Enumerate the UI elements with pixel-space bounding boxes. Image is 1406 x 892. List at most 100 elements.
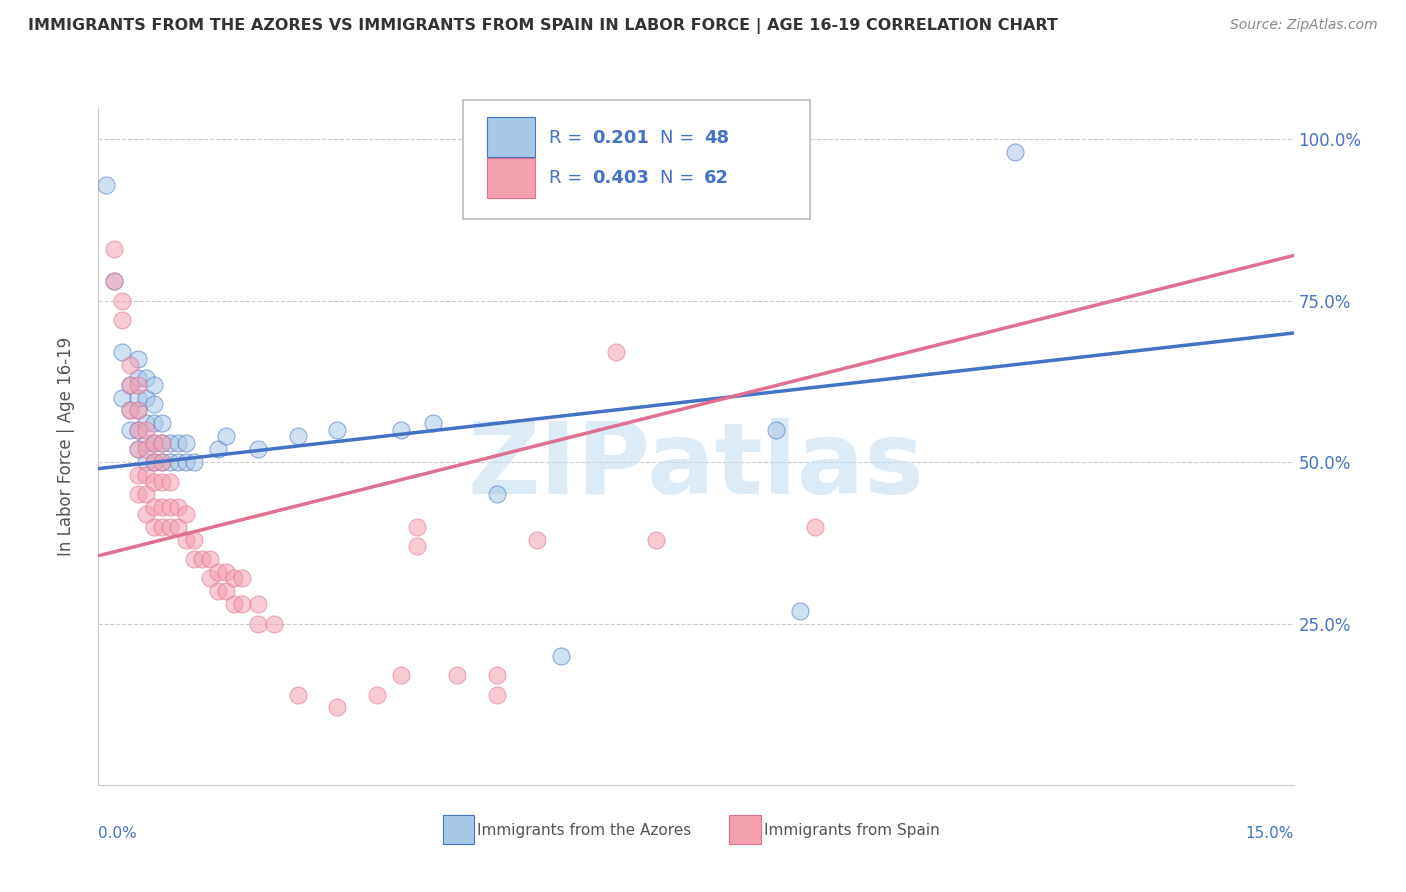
Point — [150, 455, 173, 469]
Text: N =: N = — [661, 128, 700, 146]
Point — [111, 313, 134, 327]
Point — [111, 391, 134, 405]
Point — [389, 423, 412, 437]
Point — [174, 455, 197, 469]
Point — [120, 403, 142, 417]
Point — [127, 403, 149, 417]
Point — [120, 359, 142, 373]
Point — [222, 597, 245, 611]
Point — [191, 552, 214, 566]
Point — [174, 435, 197, 450]
FancyBboxPatch shape — [463, 100, 810, 219]
Point — [111, 293, 134, 308]
Point — [120, 423, 142, 437]
Point — [198, 552, 221, 566]
Point — [422, 417, 444, 431]
Point — [143, 377, 166, 392]
Point — [167, 500, 190, 515]
Point — [143, 435, 166, 450]
Y-axis label: In Labor Force | Age 16-19: In Labor Force | Age 16-19 — [56, 336, 75, 556]
FancyBboxPatch shape — [730, 815, 761, 844]
Text: N =: N = — [661, 169, 700, 187]
Point — [526, 533, 548, 547]
Point — [127, 442, 149, 457]
Point — [183, 455, 205, 469]
FancyBboxPatch shape — [443, 815, 474, 844]
Point — [135, 442, 157, 457]
FancyBboxPatch shape — [486, 117, 534, 157]
Point — [605, 345, 627, 359]
Point — [174, 533, 197, 547]
Point — [215, 584, 238, 599]
Point — [167, 435, 190, 450]
Point — [159, 455, 181, 469]
Point — [135, 468, 157, 483]
Text: Immigrants from the Azores: Immigrants from the Azores — [477, 823, 692, 838]
Point — [143, 417, 166, 431]
Point — [789, 604, 811, 618]
Point — [366, 688, 388, 702]
Point — [246, 442, 269, 457]
Point — [135, 487, 157, 501]
Point — [765, 423, 787, 437]
Point — [287, 429, 309, 443]
Point — [222, 571, 245, 585]
Point — [143, 455, 166, 469]
Point — [485, 668, 508, 682]
Point — [645, 533, 668, 547]
Point — [1004, 145, 1026, 160]
Point — [96, 178, 118, 192]
Text: 0.201: 0.201 — [592, 128, 650, 146]
Point — [207, 565, 229, 579]
Point — [406, 539, 429, 553]
Point — [198, 571, 221, 585]
Point — [143, 397, 166, 411]
Text: 48: 48 — [704, 128, 730, 146]
Point — [143, 455, 166, 469]
Point — [135, 417, 157, 431]
Point — [127, 403, 149, 417]
Point — [127, 391, 149, 405]
Point — [174, 507, 197, 521]
Point — [127, 377, 149, 392]
Point — [150, 435, 173, 450]
Point — [263, 616, 285, 631]
Text: Immigrants from Spain: Immigrants from Spain — [763, 823, 939, 838]
Point — [120, 377, 142, 392]
Point — [159, 519, 181, 533]
Point — [326, 423, 349, 437]
Point — [167, 455, 190, 469]
Point — [143, 475, 166, 489]
Point — [127, 423, 149, 437]
Point — [143, 500, 166, 515]
Point — [127, 442, 149, 457]
Point — [120, 377, 142, 392]
Point — [103, 242, 125, 256]
Point — [150, 475, 173, 489]
Point — [120, 403, 142, 417]
Text: ZIPatlas: ZIPatlas — [468, 417, 924, 515]
Point — [167, 519, 190, 533]
Point — [159, 475, 181, 489]
Point — [207, 584, 229, 599]
Text: R =: R = — [548, 169, 588, 187]
Point — [111, 345, 134, 359]
Point — [127, 487, 149, 501]
Point — [103, 274, 125, 288]
Text: R =: R = — [548, 128, 588, 146]
Point — [150, 455, 173, 469]
Text: IMMIGRANTS FROM THE AZORES VS IMMIGRANTS FROM SPAIN IN LABOR FORCE | AGE 16-19 C: IMMIGRANTS FROM THE AZORES VS IMMIGRANTS… — [28, 18, 1057, 34]
Point — [127, 371, 149, 385]
Point — [143, 519, 166, 533]
Point — [207, 442, 229, 457]
Point — [135, 371, 157, 385]
Point — [183, 552, 205, 566]
Point — [183, 533, 205, 547]
Point — [127, 351, 149, 366]
Text: 0.0%: 0.0% — [98, 826, 138, 840]
Point — [246, 616, 269, 631]
Point — [804, 519, 827, 533]
Point — [326, 700, 349, 714]
Point — [103, 274, 125, 288]
Point — [446, 668, 468, 682]
